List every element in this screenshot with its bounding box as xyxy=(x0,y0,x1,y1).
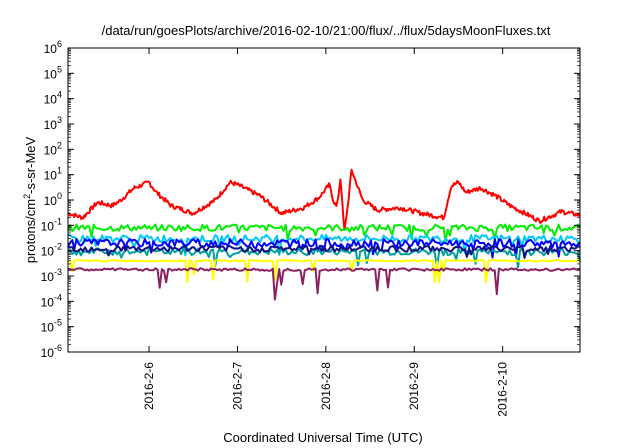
y-tick-label-7: 101 xyxy=(44,166,62,183)
y-tick-base: 10 xyxy=(44,143,58,157)
x-axis-ticks: 2016-2-6 2016-2-7 2016-2-8 2016-2-9 2016-2-1… xyxy=(142,48,510,417)
y-tick-label-12: 106 xyxy=(44,39,62,56)
y-tick-exponent: 6 xyxy=(57,39,62,49)
y-tick-base: 10 xyxy=(44,169,58,183)
x-tick-label-1: 2016-2-7 xyxy=(230,362,244,410)
series-line-0 xyxy=(68,168,580,231)
y-tick-label-8: 102 xyxy=(44,140,62,157)
y-tick-label-2: 10-4 xyxy=(41,292,62,309)
y-tick-base: 10 xyxy=(44,42,58,56)
y-tick-label-0: 10-6 xyxy=(41,343,62,360)
y-tick-base: 10 xyxy=(41,270,55,284)
series-line-6 xyxy=(67,259,581,284)
y-axis-title-part-1: protons/cm xyxy=(23,199,38,263)
y-tick-exponent: -5 xyxy=(54,318,62,328)
x-tick-label-0: 2016-2-6 xyxy=(142,362,156,410)
y-tick-base: 10 xyxy=(41,321,55,335)
y-tick-label-1: 10-5 xyxy=(41,318,62,335)
y-tick-base: 10 xyxy=(41,219,55,233)
y-tick-label-11: 105 xyxy=(44,64,62,81)
series-line-7 xyxy=(67,267,581,301)
y-axis-title: protons/cm2-s-sr-MeV xyxy=(22,136,38,263)
y-tick-base: 10 xyxy=(41,245,55,259)
y-tick-label-9: 103 xyxy=(44,115,62,132)
chart-title: /data/run/goesPlots/archive/2016-02-10/2… xyxy=(102,23,551,38)
y-tick-base: 10 xyxy=(41,346,55,360)
y-tick-base: 10 xyxy=(44,118,58,132)
series-line-4 xyxy=(67,247,581,269)
y-tick-exponent: 3 xyxy=(57,115,62,125)
y-tick-exponent: 1 xyxy=(57,166,62,176)
y-tick-exponent: 0 xyxy=(57,191,62,201)
y-tick-base: 10 xyxy=(44,93,58,107)
y-tick-exponent: 5 xyxy=(57,64,62,74)
y-axis-ticks: 10-610-510-410-310-210-11001011021031041… xyxy=(41,39,580,360)
x-tick-label-3: 2016-2-9 xyxy=(407,362,421,410)
series-layer xyxy=(67,168,581,301)
x-tick-label-2: 2016-2-8 xyxy=(319,362,333,410)
y-tick-label-3: 10-3 xyxy=(41,267,62,284)
y-tick-exponent: -3 xyxy=(54,267,62,277)
y-tick-label-6: 100 xyxy=(44,191,62,208)
y-axis-title-part-2: -s-sr-MeV xyxy=(23,136,38,193)
series-line-5 xyxy=(67,244,581,259)
y-tick-base: 10 xyxy=(44,67,58,81)
x-tick-label-4: 2016-2-10 xyxy=(496,362,510,417)
y-tick-base: 10 xyxy=(44,194,58,208)
y-tick-label-5: 10-1 xyxy=(41,216,62,233)
y-tick-exponent: 2 xyxy=(57,140,62,150)
y-tick-label-4: 10-2 xyxy=(41,242,62,259)
y-tick-exponent: -6 xyxy=(54,343,62,353)
y-tick-label-10: 104 xyxy=(44,90,62,107)
y-tick-exponent: 4 xyxy=(57,90,62,100)
y-axis-title-superscript: 2 xyxy=(22,194,32,199)
y-tick-base: 10 xyxy=(41,295,55,309)
y-tick-exponent: -4 xyxy=(54,292,62,302)
y-tick-exponent: -2 xyxy=(54,242,62,252)
x-axis-title: Coordinated Universal Time (UTC) xyxy=(223,430,422,445)
y-tick-exponent: -1 xyxy=(54,216,62,226)
